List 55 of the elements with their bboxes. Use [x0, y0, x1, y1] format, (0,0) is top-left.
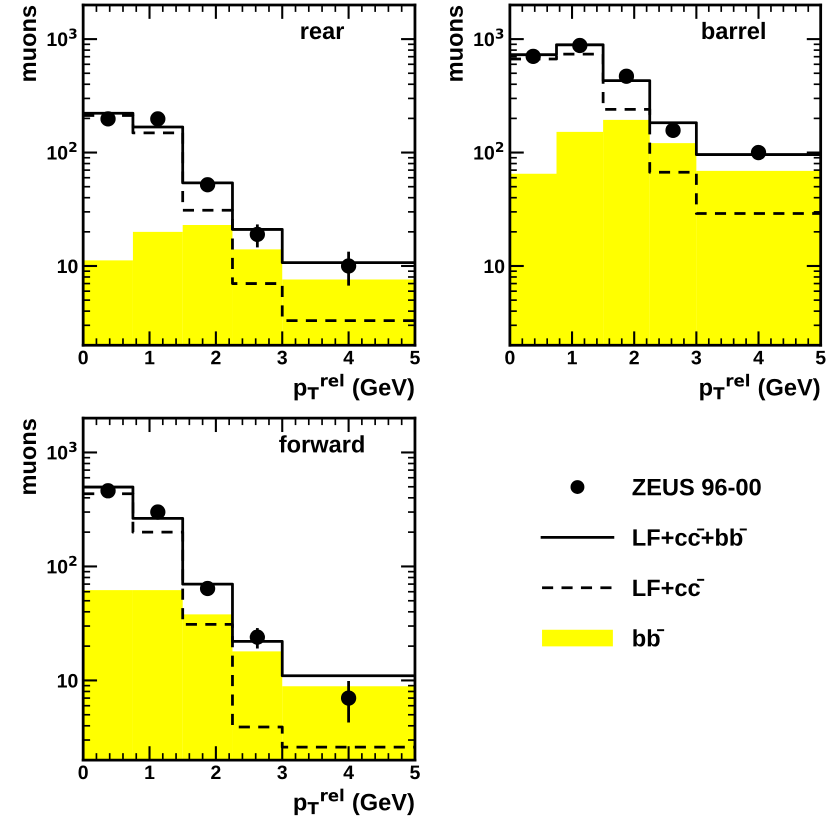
- x-tick-label: 4: [753, 350, 764, 364]
- y-tick-label: 10$^{2}$: [48, 556, 77, 574]
- annotation: rear: [301, 26, 344, 40]
- x-tick-label: 5: [816, 350, 826, 364]
- x-tick-label: 1: [145, 766, 154, 780]
- y-tick-label: 10: [58, 674, 78, 688]
- x-tick-label: 2: [211, 765, 221, 780]
- point: [100, 483, 116, 498]
- y-axis-title: muons: [23, 6, 36, 81]
- x-tick-label: 2: [629, 350, 639, 364]
- x-tick-label: 3: [277, 350, 287, 364]
- point: [100, 111, 116, 127]
- legend-label: LF+cc̄+bb̄: [633, 528, 747, 546]
- x-tick-label: 5: [410, 350, 420, 364]
- point: [750, 144, 766, 160]
- x-axis-title: p$_{T}$$^{rel}$ (GeV): [294, 374, 414, 400]
- annotation: forward: [279, 435, 364, 453]
- point: [665, 122, 681, 138]
- legend-label: ZEUS 96-00: [632, 478, 761, 496]
- point: [526, 48, 541, 64]
- point: [340, 690, 356, 706]
- y-tick-label: 10$^{3}$: [474, 28, 504, 46]
- legend-label: bb̄: [633, 629, 664, 647]
- x-tick-label: 3: [691, 350, 702, 364]
- x-tick-label: 0: [78, 350, 88, 364]
- x-tick-label: 0: [505, 350, 514, 364]
- point: [150, 504, 166, 520]
- point: [200, 177, 216, 192]
- x-axis-title: p$_{T}$$^{rel}$ (GeV): [294, 788, 414, 816]
- x-axis-title: p$_{T}$$^{rel}$ (GeV): [700, 374, 820, 400]
- y-tick-label: 10$^{2}$: [474, 142, 504, 160]
- y-axis-title: muons: [23, 419, 36, 494]
- point: [572, 38, 588, 54]
- x-tick-label: 5: [410, 766, 420, 780]
- y-tick-label: 10$^{3}$: [48, 442, 77, 460]
- y-tick-label: 10$^{2}$: [48, 142, 77, 160]
- x-tick-label: 3: [277, 765, 287, 780]
- y-tick-label: 10: [58, 259, 78, 274]
- legend-label: LF+cc̄: [633, 578, 704, 596]
- x-tick-label: 0: [78, 765, 88, 780]
- x-tick-label: 4: [343, 766, 354, 780]
- y-tick-label: 10: [484, 259, 504, 274]
- y-tick-label: 10$^{3}$: [48, 28, 77, 46]
- point: [250, 629, 265, 645]
- x-tick-label: 2: [211, 350, 221, 364]
- y-axis-title: muons: [450, 6, 463, 81]
- x-tick-label: 1: [568, 350, 577, 364]
- point: [200, 580, 216, 596]
- annotation: barrel: [702, 22, 765, 40]
- x-tick-label: 1: [145, 350, 154, 364]
- point: [340, 258, 356, 274]
- point: [150, 111, 166, 127]
- x-tick-label: 4: [343, 350, 354, 364]
- point: [618, 68, 634, 84]
- point: [250, 226, 265, 242]
